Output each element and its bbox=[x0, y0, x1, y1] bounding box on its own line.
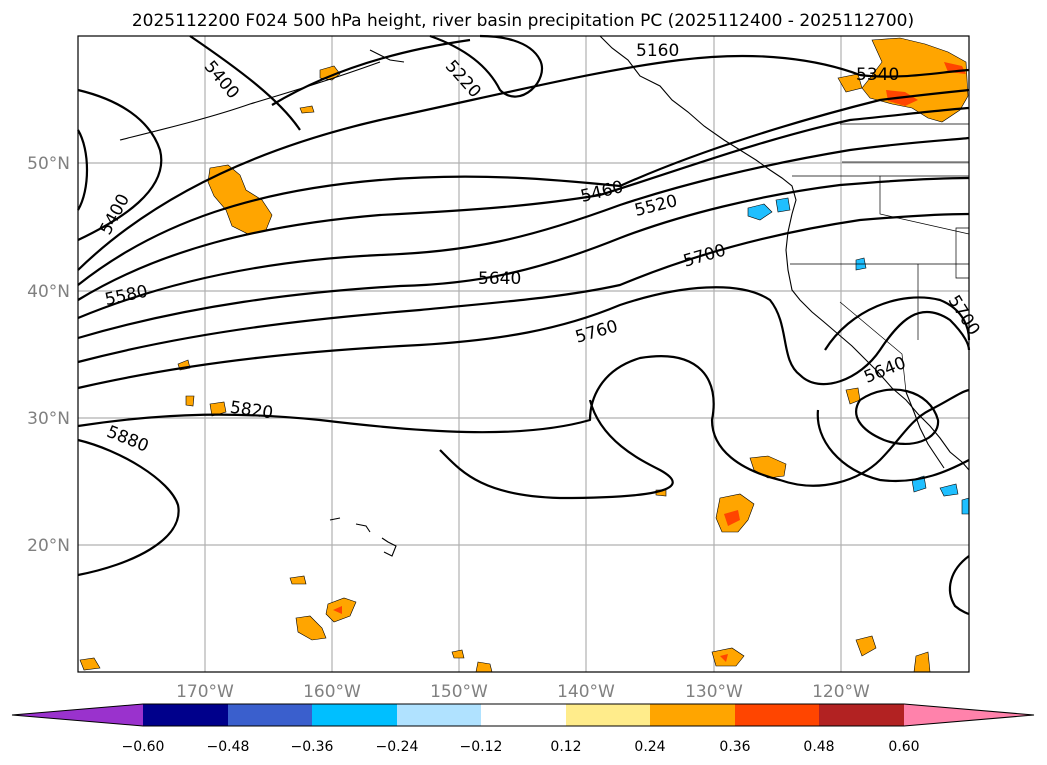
height-contours bbox=[77, 34, 971, 616]
contour-line bbox=[77, 176, 970, 340]
colorbar-tick-label: −0.24 bbox=[376, 739, 419, 755]
map-frame bbox=[77, 35, 970, 673]
contour-line bbox=[189, 35, 301, 131]
contour-label: 5640 bbox=[478, 269, 521, 289]
map-background bbox=[78, 36, 969, 672]
colorbar-segment bbox=[312, 704, 397, 726]
colorbar-segment bbox=[566, 704, 650, 726]
contour-line bbox=[77, 438, 180, 577]
precip-core bbox=[720, 654, 728, 662]
colorbar-tick-label: 0.48 bbox=[803, 739, 834, 755]
precip-negative-patch bbox=[961, 497, 970, 515]
baja-coastline bbox=[905, 391, 945, 469]
colorbar-segment bbox=[397, 704, 481, 726]
lat-label: 40°N bbox=[27, 282, 70, 302]
colorbar-segment bbox=[481, 704, 566, 726]
colorbar-outline bbox=[11, 703, 1035, 727]
coastlines bbox=[119, 35, 970, 557]
colorbar-segment bbox=[143, 704, 228, 726]
graticule bbox=[78, 36, 969, 672]
contour-line bbox=[948, 555, 970, 616]
precip-patch bbox=[299, 105, 315, 114]
contour-line bbox=[77, 355, 970, 487]
map-panel: 5400 5220 5340 5400 5460 5520 5580 5640 … bbox=[77, 34, 984, 673]
precip-negative-patch bbox=[939, 483, 959, 497]
province-border bbox=[840, 123, 969, 163]
contour-line bbox=[439, 399, 674, 500]
colorbar-tick-label: 0.60 bbox=[888, 739, 919, 755]
contour-line bbox=[77, 136, 970, 320]
precip-patch bbox=[289, 575, 307, 585]
precip-core bbox=[333, 606, 342, 614]
precip-patch bbox=[711, 647, 745, 667]
colorbar-tick-label: −0.60 bbox=[122, 739, 165, 755]
alaska-coastline bbox=[369, 49, 405, 63]
precipitation-shading bbox=[79, 37, 970, 673]
lon-label: 170°W bbox=[176, 682, 234, 702]
colorbar-segment bbox=[12, 704, 143, 726]
precip-patch bbox=[185, 395, 195, 407]
precip-patch bbox=[295, 615, 327, 641]
precip-negative-patch bbox=[775, 197, 791, 213]
lon-label: 150°W bbox=[430, 682, 488, 702]
colorbar-tick-label: 0.36 bbox=[719, 739, 750, 755]
precip-patch bbox=[209, 401, 227, 417]
contour-line bbox=[77, 88, 970, 286]
figure-title: 2025112200 F024 500 hPa height, river ba… bbox=[132, 11, 914, 31]
lat-label: 30°N bbox=[27, 409, 70, 429]
contour-line bbox=[816, 296, 971, 483]
precip-patch bbox=[837, 73, 863, 93]
lon-label: 130°W bbox=[685, 682, 743, 702]
colorbar-tick-label: −0.12 bbox=[460, 739, 503, 755]
hawaii-coastline bbox=[329, 517, 397, 557]
colorbar-segment bbox=[228, 704, 312, 726]
longitude-labels: 170°W 160°W 150°W 140°W 130°W 120°W bbox=[176, 682, 870, 702]
contour-line bbox=[77, 286, 971, 390]
contour-label: 5160 bbox=[636, 41, 679, 61]
contour-line bbox=[855, 388, 940, 445]
lon-label: 160°W bbox=[303, 682, 361, 702]
lon-label: 140°W bbox=[557, 682, 615, 702]
contour-line bbox=[77, 88, 163, 241]
precip-core bbox=[724, 510, 740, 526]
precip-patch bbox=[855, 635, 877, 657]
california-nevada-border bbox=[839, 301, 907, 393]
contour-line bbox=[271, 38, 471, 106]
colorbar-segment bbox=[735, 704, 819, 726]
colorbar-segment bbox=[819, 704, 904, 726]
colorbar-segment bbox=[650, 704, 735, 726]
contour-line bbox=[77, 129, 89, 211]
aleutian-coastline bbox=[119, 61, 381, 141]
colorbar-tick-label: −0.48 bbox=[207, 739, 250, 755]
contour-line bbox=[77, 106, 970, 301]
colorbar-segments bbox=[11, 703, 1035, 727]
contour-line bbox=[77, 212, 970, 364]
state-border bbox=[879, 176, 970, 235]
colorbar-tick-label: −0.36 bbox=[291, 739, 334, 755]
precip-patch bbox=[79, 657, 101, 671]
contour-line bbox=[429, 34, 543, 98]
contour-label: 5340 bbox=[856, 65, 899, 85]
lon-label: 120°W bbox=[812, 682, 870, 702]
latitude-labels: 50°N 40°N 30°N 20°N bbox=[27, 154, 70, 556]
precip-negative-patch bbox=[747, 203, 773, 221]
lat-label: 50°N bbox=[27, 154, 70, 174]
north-america-coastline bbox=[599, 35, 970, 471]
colorbar-tick-label: 0.12 bbox=[550, 739, 581, 755]
precip-patch bbox=[451, 649, 465, 659]
colorbar-tick-label: 0.24 bbox=[634, 739, 665, 755]
contour-line bbox=[77, 54, 970, 271]
colorbar: −0.60 −0.48 −0.36 −0.24 −0.12 0.12 0.24 … bbox=[11, 703, 1035, 755]
colorbar-segment bbox=[904, 704, 1034, 726]
colorbar-ticks: −0.60 −0.48 −0.36 −0.24 −0.12 0.12 0.24 … bbox=[122, 739, 920, 755]
lat-label: 20°N bbox=[27, 536, 70, 556]
